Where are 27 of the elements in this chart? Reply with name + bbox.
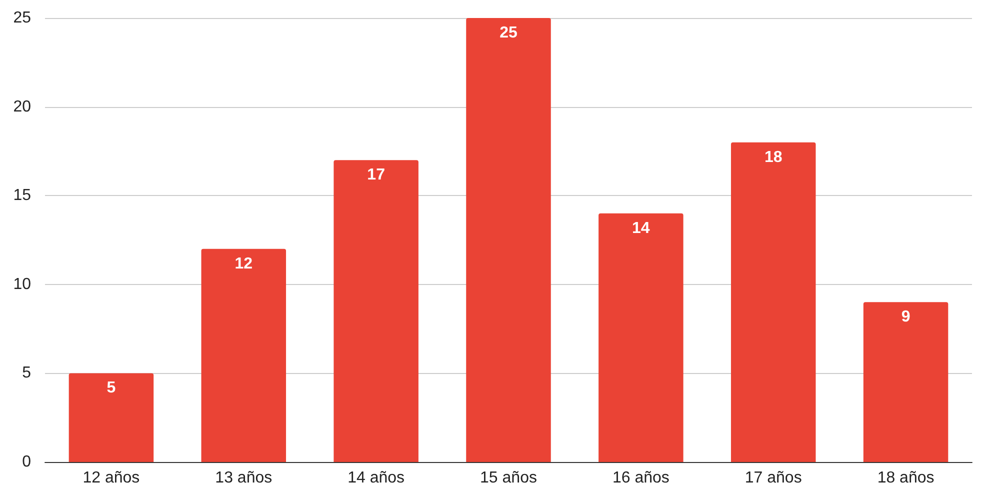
data-label: 14 <box>632 220 650 237</box>
x-tick-label: 18 años <box>877 470 934 486</box>
x-tick-label: 13 años <box>215 470 272 486</box>
bar <box>863 302 948 462</box>
x-tick-label: 14 años <box>348 470 405 486</box>
bar <box>334 160 418 462</box>
data-label: 12 <box>234 255 253 272</box>
data-label: 25 <box>500 24 518 42</box>
data-label: 9 <box>901 308 910 326</box>
x-tick-label: 17 años <box>744 470 802 486</box>
bar <box>466 18 551 462</box>
x-tick-label: 12 años <box>82 470 140 486</box>
data-label: 5 <box>106 380 116 397</box>
data-label: 18 <box>764 148 782 166</box>
y-tick-label: 25 <box>13 10 32 26</box>
bar <box>201 248 286 462</box>
data-label: 17 <box>367 166 386 184</box>
y-tick-label: 0 <box>22 454 32 470</box>
y-tick-label: 10 <box>13 276 32 293</box>
x-tick-label: 15 años <box>480 470 537 486</box>
x-tick-label: 16 años <box>612 470 670 486</box>
y-tick-label: 20 <box>13 98 32 116</box>
y-tick-label: 15 <box>13 187 32 204</box>
bar <box>598 213 684 462</box>
y-tick-label: 5 <box>22 364 32 382</box>
bar <box>730 142 816 462</box>
bar <box>68 373 154 462</box>
